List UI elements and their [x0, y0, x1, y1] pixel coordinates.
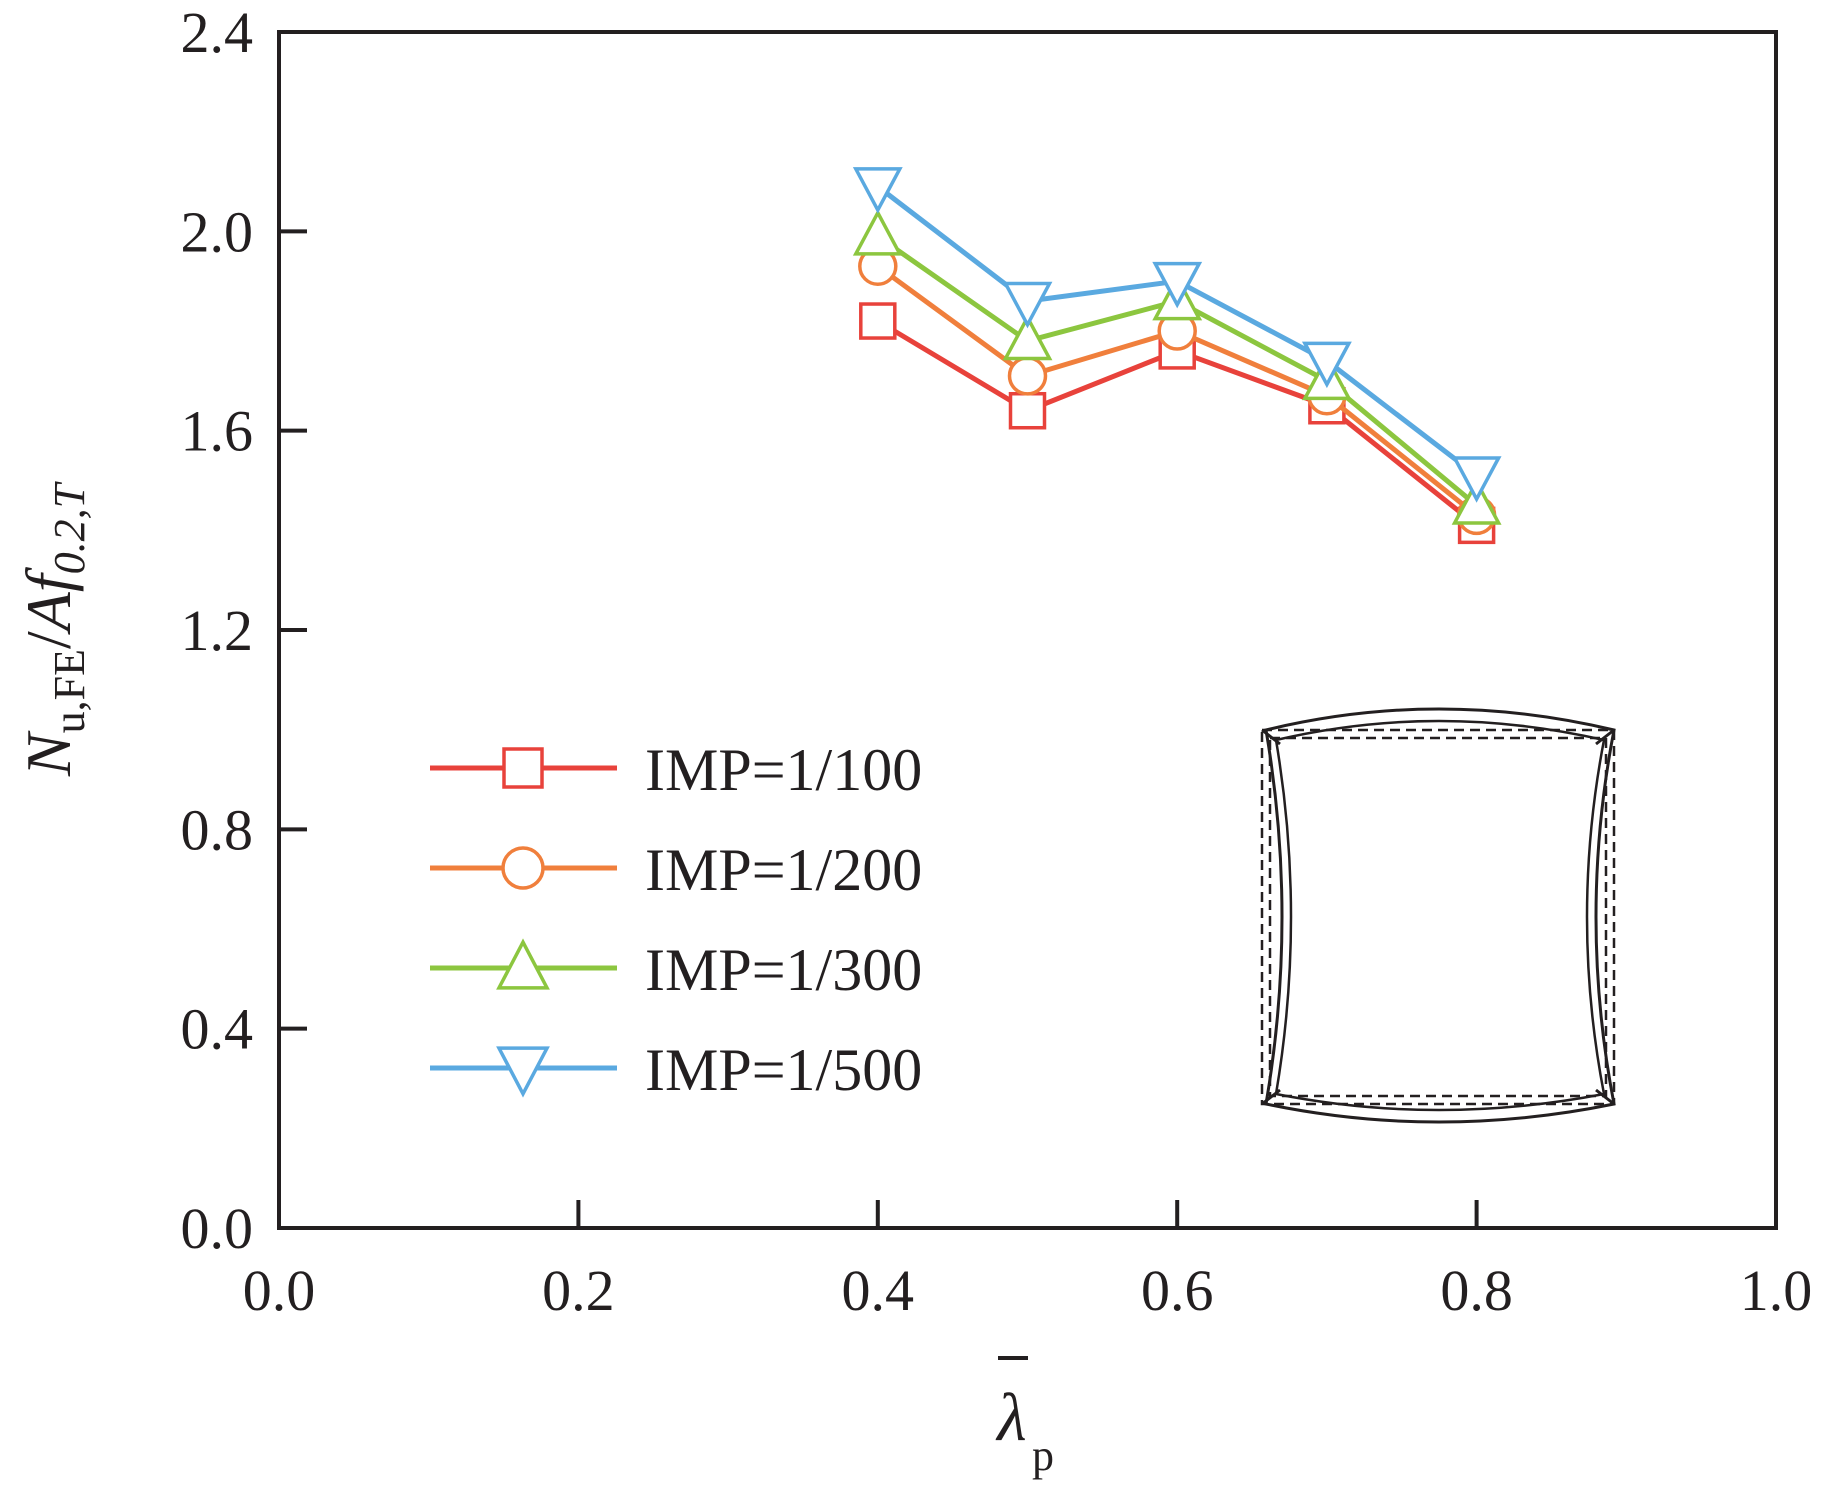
- legend: IMP=1/100 IMP=1/200 IMP=1/300 IMP=1/500: [430, 737, 922, 1103]
- circle-marker: [501, 846, 545, 890]
- y-tick-label: 2.4: [181, 0, 254, 65]
- y-tick-label: 1.2: [181, 598, 254, 663]
- x-label-sub: p: [1032, 1431, 1054, 1480]
- tick-labels: 0.0 0.2 0.4 0.6 0.8 1.0 0.0 0.4 0.8 1.2 1.6 2.0 2.4: [181, 0, 1813, 1323]
- y-tick-label: 2.0: [181, 199, 254, 264]
- y-axis-title: Nu,FE/Af0.2,T: [13, 480, 94, 777]
- square-marker: [502, 747, 544, 789]
- triangle-up-marker: [496, 938, 550, 990]
- triangle-down-marker: [1152, 261, 1203, 309]
- cross-section-buckling-icon: [1260, 707, 1616, 1124]
- triangle-up-marker: [1002, 313, 1053, 361]
- y-tick-label: 0.4: [181, 997, 254, 1062]
- axis-ticks: [279, 229, 1479, 1228]
- legend-label: IMP=1/500: [645, 1037, 922, 1103]
- y-label-f-sub: 0.2,T: [45, 480, 94, 574]
- legend-item: IMP=1/100: [430, 737, 922, 803]
- y-tick-label: 0.8: [181, 797, 254, 862]
- y-tick-label: 0.0: [181, 1196, 254, 1261]
- circle-marker: [1007, 356, 1048, 396]
- x-label-main: λ: [995, 1379, 1026, 1455]
- triangle-down-marker: [1301, 341, 1352, 389]
- x-tick-label: 0.2: [542, 1258, 615, 1323]
- x-tick-label: 0.4: [842, 1258, 915, 1323]
- legend-label: IMP=1/200: [645, 837, 922, 903]
- triangle-down-marker: [1451, 456, 1502, 503]
- legend-item: IMP=1/500: [430, 1037, 922, 1103]
- x-tick-label: 0.8: [1440, 1258, 1513, 1323]
- legend-label: IMP=1/100: [645, 737, 922, 803]
- series-4: [852, 167, 1502, 503]
- y-label-n: N: [13, 730, 84, 777]
- legend-item: IMP=1/200: [430, 837, 922, 903]
- y-label-n-sub: u,FE: [45, 649, 94, 733]
- y-tick-label: 1.6: [181, 399, 254, 464]
- x-tick-label: 1.0: [1740, 1258, 1813, 1323]
- triangle-up-marker: [852, 209, 903, 256]
- triangle-down-marker: [852, 167, 903, 214]
- square-marker: [1008, 391, 1047, 430]
- legend-item: IMP=1/300: [430, 937, 922, 1003]
- square-marker: [859, 302, 897, 340]
- triangle-down-marker: [1002, 281, 1053, 329]
- legend-label: IMP=1/300: [645, 937, 922, 1003]
- x-tick-label: 0.6: [1141, 1258, 1214, 1323]
- x-axis-title: λ p: [995, 1356, 1054, 1480]
- y-label-slash: /: [13, 631, 84, 649]
- x-tick-label: 0.0: [243, 1258, 316, 1323]
- triangle-down-marker: [496, 1046, 550, 1098]
- series-layer: [852, 167, 1502, 545]
- y-label-af: Af: [13, 566, 84, 635]
